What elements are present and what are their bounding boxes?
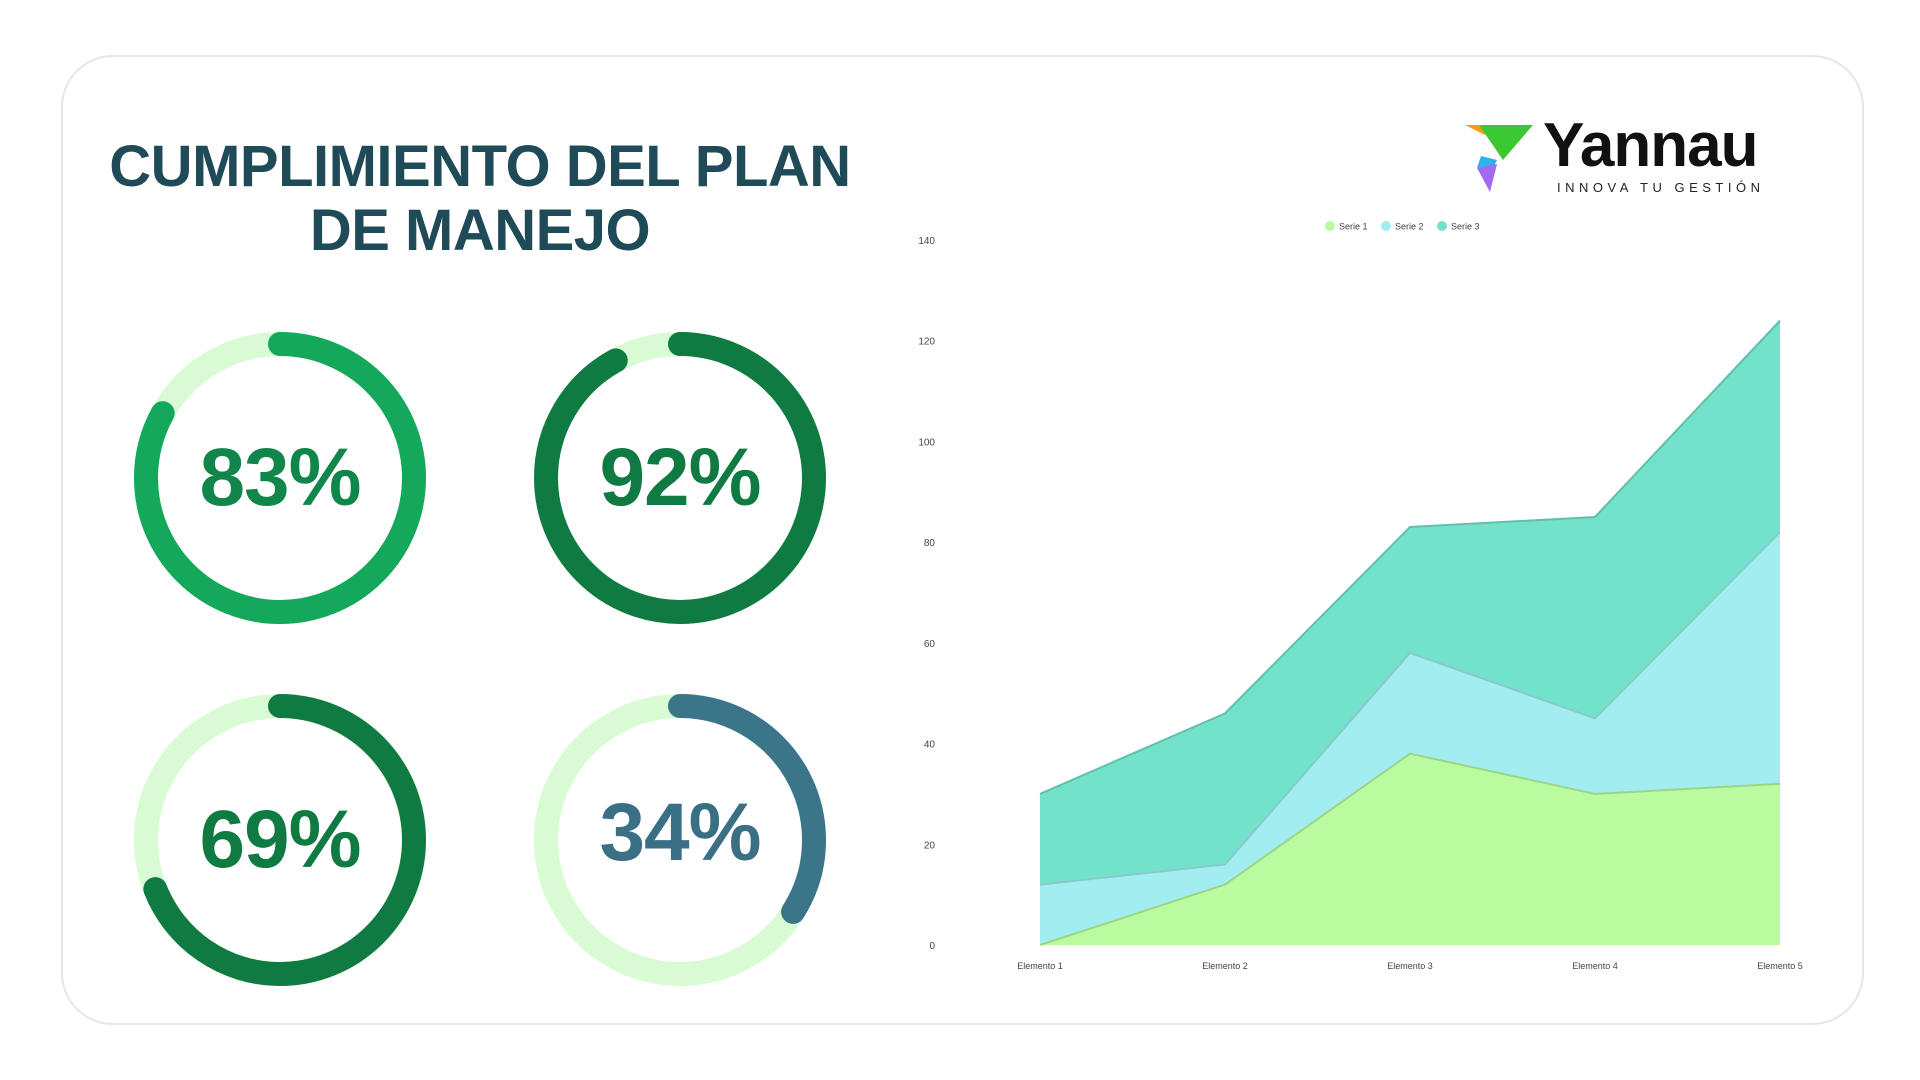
y-tick-label: 100 (918, 437, 935, 448)
y-tick-label: 40 (924, 740, 936, 751)
legend-marker (1437, 221, 1447, 231)
series-line (1039, 319, 1781, 795)
y-tick-label: 80 (924, 538, 936, 549)
legend-label: Serie 2 (1395, 222, 1424, 232)
series-line (1039, 531, 1781, 886)
stacked-area-chart: 0 20 40 60 80 100 120 140 Elemento 1 Elemento 2 El… (918, 221, 1803, 971)
gauge-ring (134, 694, 426, 986)
y-tick-label: 20 (924, 840, 936, 851)
legend-label: Serie 3 (1451, 222, 1480, 232)
logo-wordmark: Yannau (1543, 111, 1759, 180)
gauge-ring (134, 332, 426, 624)
logo-tagline: INNOVA TU GESTIÓN (1557, 180, 1765, 195)
legend-label: Serie 1 (1339, 222, 1368, 232)
y-tick-label: 0 (929, 941, 935, 952)
series-line (1039, 752, 1781, 946)
y-tick-label: 60 (924, 639, 936, 650)
gauge-percentage: 83% (199, 432, 361, 523)
x-tick-label: Elemento 4 (1572, 961, 1618, 971)
gauge-3: 69% (130, 690, 430, 990)
page-title: CUMPLIMIENTO DEL PLAN DE MANEJO (100, 135, 860, 263)
title-line-1: CUMPLIMIENTO DEL PLAN (109, 134, 851, 199)
x-tick-label: Elemento 3 (1387, 961, 1433, 971)
gauge-2: 92% (530, 328, 830, 628)
x-tick-label: Elemento 1 (1017, 961, 1063, 971)
brand-logo: Yannau INNOVA TU GESTIÓN (1463, 114, 1773, 198)
legend-marker (1381, 221, 1391, 231)
gauge-percentage: 69% (199, 794, 361, 885)
gauge-ring (534, 332, 826, 624)
y-tick-label: 140 (918, 236, 935, 247)
gauge-percentage: 34% (599, 787, 761, 878)
yannau-mark-icon (1465, 125, 1533, 192)
title-line-2: DE MANEJO (309, 198, 651, 263)
y-tick-label: 120 (918, 337, 935, 348)
x-tick-label: Elemento 2 (1202, 961, 1248, 971)
gauge-1: 83% (130, 328, 430, 628)
gauge-ring (534, 694, 826, 986)
x-tick-label: Elemento 5 (1757, 961, 1803, 971)
area-serie-1 (1040, 753, 1780, 945)
gauge-4: 34% (530, 690, 830, 990)
gauge-percentage: 92% (599, 432, 761, 523)
legend-marker (1325, 221, 1335, 231)
